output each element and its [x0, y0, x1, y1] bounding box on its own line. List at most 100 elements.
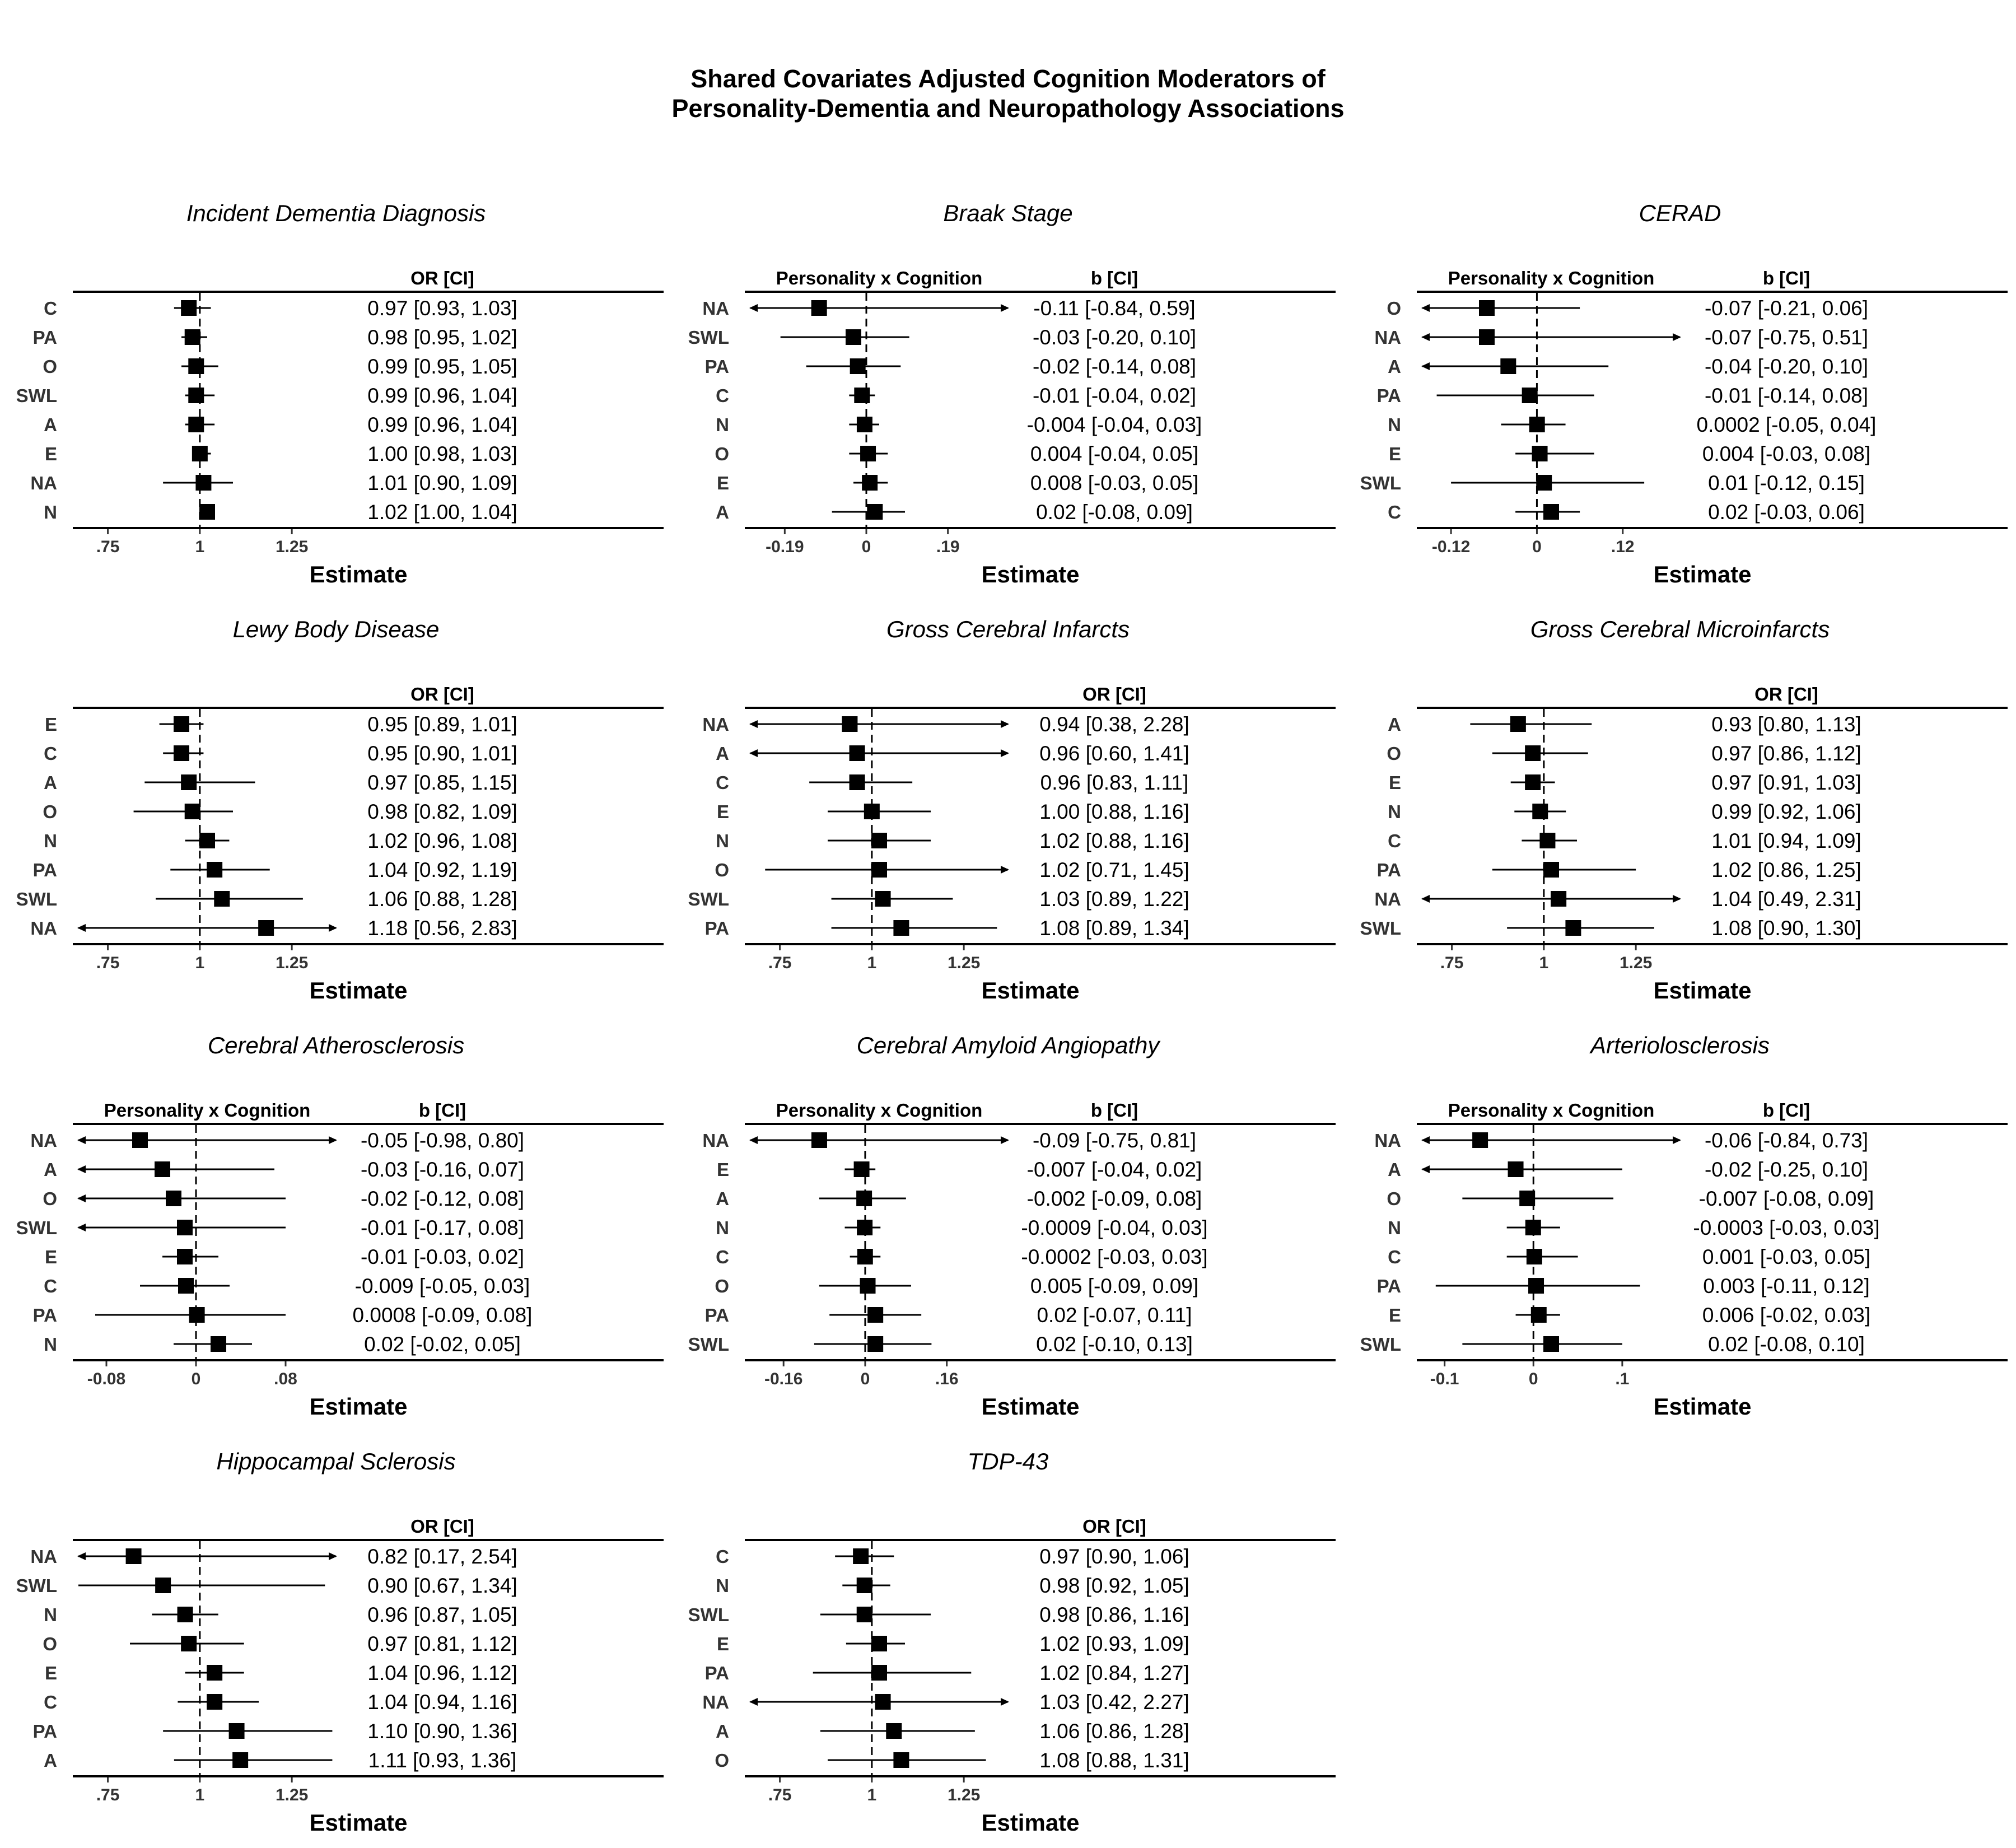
axis-tick-label: .75 [96, 538, 120, 556]
forest-row: PA 0.003 [-0.11, 0.12] [1377, 1275, 1870, 1298]
point-estimate-marker [181, 1636, 197, 1651]
panel-title: Gross Cerebral Microinfarcts [1530, 616, 1830, 642]
estimate-ci-text: 0.001 [-0.03, 0.05] [1702, 1245, 1870, 1268]
axis-tick-label: .75 [1440, 954, 1464, 972]
row-label: SWL [688, 1604, 729, 1625]
point-estimate-marker [867, 1307, 884, 1323]
row-label: NA [30, 473, 57, 493]
row-label: E [45, 444, 57, 464]
row-label: PA [33, 327, 57, 348]
row-label: O [1387, 1188, 1401, 1209]
estimate-ci-text: 1.08 [0.89, 1.34] [1039, 917, 1189, 940]
row-label: PA [705, 918, 729, 939]
estimate-ci-text: 0.004 [-0.04, 0.05] [1030, 442, 1198, 465]
ci-truncation-arrow-left [1421, 304, 1430, 312]
row-label: A [44, 772, 57, 793]
ci-truncation-arrow-left [749, 749, 758, 757]
estimate-ci-text: -0.01 [-0.04, 0.02] [1033, 384, 1196, 407]
x-axis-title: Estimate [981, 1809, 1079, 1836]
row-label: C [44, 1692, 57, 1712]
panel-title: CERAD [1639, 200, 1721, 226]
estimate-ci-text: 0.94 [0.38, 2.28] [1039, 713, 1189, 736]
point-estimate-marker [1525, 745, 1541, 761]
x-axis-title: Estimate [981, 561, 1079, 587]
estimate-ci-text: 1.02 [0.84, 1.27] [1039, 1662, 1189, 1684]
forest-row: A 0.93 [0.80, 1.13] [1388, 713, 1861, 736]
forest-row: C 0.96 [0.83, 1.11] [716, 771, 1188, 794]
axis-tick-label: -0.16 [764, 1370, 802, 1388]
forest-row: N 0.96 [0.87, 1.05] [44, 1603, 517, 1626]
row-label: C [1388, 1247, 1401, 1267]
row-label: C [44, 743, 57, 764]
estimate-ci-text: 0.98 [0.82, 1.09] [367, 800, 517, 823]
forest-row: A 0.99 [0.96, 1.04] [44, 413, 517, 436]
forest-row: PA 0.0008 [-0.09, 0.08] [33, 1304, 533, 1327]
ci-truncation-arrow-right [329, 1136, 337, 1144]
panel-title: Hippocampal Sclerosis [216, 1448, 455, 1474]
point-estimate-marker [1543, 862, 1559, 878]
estimate-ci-text: -0.09 [-0.75, 0.81] [1033, 1129, 1196, 1152]
row-label: A [716, 1188, 729, 1209]
estimate-ci-text: 1.00 [0.98, 1.03] [367, 442, 517, 465]
forest-row: E 0.008 [-0.03, 0.05] [717, 472, 1198, 494]
row-label: C [1388, 830, 1401, 851]
forest-row: A 0.02 [-0.08, 0.09] [716, 501, 1193, 524]
estimate-ci-text: -0.0003 [-0.03, 0.03] [1693, 1216, 1879, 1239]
estimate-ci-text: -0.007 [-0.04, 0.02] [1027, 1158, 1202, 1181]
row-label: O [1387, 298, 1401, 319]
forest-row: N 1.02 [0.88, 1.16] [716, 829, 1189, 852]
row-label: E [717, 1634, 729, 1654]
row-label: SWL [16, 889, 57, 909]
forest-row: SWL -0.01 [-0.17, 0.08] [16, 1216, 524, 1239]
estimate-ci-text: -0.007 [-0.08, 0.09] [1699, 1187, 1874, 1210]
forest-row: PA 0.02 [-0.07, 0.11] [705, 1304, 1192, 1327]
axis-tick-label: 1 [1539, 954, 1549, 972]
point-estimate-marker [199, 504, 215, 520]
x-axis-title: Estimate [309, 1809, 407, 1836]
point-estimate-marker [166, 1191, 181, 1206]
row-label: E [1389, 444, 1401, 464]
row-label: NA [1374, 1130, 1401, 1151]
forest-row: E 0.95 [0.89, 1.01] [45, 713, 517, 736]
row-label: NA [1374, 889, 1401, 909]
estimate-ci-text: 0.006 [-0.02, 0.03] [1702, 1304, 1870, 1327]
forest-panel: Cerebral Amyloid Angiopathy Personality x… [688, 1032, 1336, 1420]
ci-truncation-arrow-right [1001, 1698, 1009, 1706]
forest-panel: Incident Dementia Diagnosis OR [CI] C 0.97 … [16, 200, 664, 587]
estimate-ci-text: 0.97 [0.81, 1.12] [367, 1632, 517, 1655]
row-label: E [717, 473, 729, 493]
row-label: SWL [1360, 1334, 1401, 1355]
forest-row: E 1.04 [0.96, 1.12] [45, 1662, 517, 1684]
forest-row: N 0.99 [0.92, 1.06] [1388, 800, 1861, 823]
point-estimate-marker [875, 891, 891, 907]
point-estimate-marker [854, 388, 870, 403]
point-estimate-marker [1519, 1191, 1536, 1206]
row-label: C [716, 1247, 729, 1267]
ci-truncation-arrow-right [1001, 749, 1009, 757]
ci-truncation-arrow-left [749, 1698, 758, 1706]
row-label: E [45, 714, 57, 735]
forest-row: NA 1.01 [0.90, 1.09] [30, 472, 517, 494]
forest-row: O 0.99 [0.95, 1.05] [43, 355, 517, 378]
row-label: N [1388, 801, 1401, 822]
forest-row: E 1.00 [0.98, 1.03] [45, 442, 517, 465]
estimate-ci-text: 1.06 [0.88, 1.28] [367, 888, 517, 911]
estimate-ci-text: -0.002 [-0.09, 0.08] [1027, 1187, 1202, 1210]
panel-title: Gross Cerebral Infarcts [886, 616, 1130, 642]
ci-truncation-arrow-left [77, 1224, 86, 1231]
forest-row: C 0.95 [0.90, 1.01] [44, 742, 517, 765]
ci-truncation-arrow-right [1001, 866, 1009, 874]
forest-row: N 0.98 [0.92, 1.05] [716, 1574, 1189, 1597]
forest-row: N 0.0002 [-0.05, 0.04] [1388, 413, 1876, 436]
point-estimate-marker [181, 774, 197, 790]
forest-row: NA 0.82 [0.17, 2.54] [30, 1545, 517, 1568]
point-estimate-marker [842, 716, 858, 732]
forest-row: A -0.02 [-0.25, 0.10] [1388, 1158, 1868, 1181]
row-label: O [43, 356, 57, 377]
estimate-ci-text: 1.01 [0.90, 1.09] [367, 472, 517, 494]
row-label: PA [33, 860, 57, 880]
point-estimate-marker [1565, 920, 1581, 936]
row-label: O [715, 1750, 729, 1771]
row-label: PA [1377, 860, 1401, 880]
axis-tick-label: 0 [1529, 1370, 1538, 1388]
